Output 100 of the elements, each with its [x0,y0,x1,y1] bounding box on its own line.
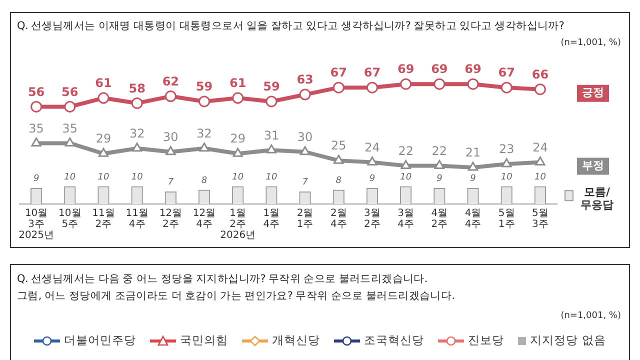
point [502,158,512,168]
point [199,142,210,152]
data-label: 61 [95,76,112,90]
point [300,146,310,156]
data-label: 25 [331,138,346,153]
data-label: 10 [232,172,244,182]
x-tick-label: 10월 5주 [58,208,82,230]
data-label: 9 [470,174,476,184]
data-label: 35 [28,121,44,136]
point [400,78,412,90]
x-tick-label: 2월 4주 [330,208,347,230]
data-label: 8 [201,176,208,186]
point [299,88,311,100]
data-label: 22 [432,144,448,158]
point [164,90,176,102]
data-label: 67 [498,66,515,80]
x-tick-label: 11월 2주 [92,208,115,230]
data-label: 58 [128,81,146,96]
data-label: 10 [266,172,278,182]
data-label: 9 [369,174,376,184]
point [535,156,546,166]
point [468,162,478,171]
data-label: 69 [464,62,482,76]
data-label: 21 [465,146,481,160]
legend-label: 국민의힘 [180,333,228,348]
point [198,96,210,108]
data-label: 67 [330,66,347,80]
data-label: 23 [498,142,514,156]
data-label: 7 [168,178,174,188]
data-label: 10 [98,172,110,182]
point [400,160,411,170]
point [64,137,75,146]
text: (n=1,001, %) [560,311,621,321]
point [30,100,42,112]
point [467,78,479,90]
x-tick-label: 2월 1주 [296,208,314,230]
point [131,97,143,109]
data-label: 30 [297,130,313,144]
x-tick-label: 4월 2주 [431,208,448,230]
legend-label: 개혁신당 [272,333,320,348]
point [500,82,512,94]
data-label: 56 [28,84,45,99]
x-tick-label: 5월 3주 [532,208,548,230]
point [367,156,378,166]
x-tick-label: 1월 2주 2026년 [220,208,256,242]
data-label: 56 [62,84,78,99]
data-label: 61 [230,76,246,90]
text: (n=1,001, %) [560,38,621,48]
chart-title: Q. 선생님께서는 이재명 대통령이 대통령으로서 일을 잘하고 있다고 생각하십니까? 잘못하고 있다고 생각하십니까? [17,19,564,33]
data-label: 66 [532,67,549,82]
data-label: 32 [196,126,212,141]
data-label: 69 [397,62,414,76]
point [434,78,446,90]
legend-label: 모름/ 무응답 [580,185,614,212]
data-label: 10 [500,172,513,182]
data-label: 31 [264,128,280,142]
point [98,148,109,157]
data-label: 32 [129,126,145,141]
data-label: 62 [162,74,180,88]
point [132,142,142,152]
data-label: 59 [196,80,213,94]
legend-label: 조국혁신당 [364,333,424,348]
x-tick-label: 10월 3주 2025년 [18,208,54,242]
point [232,92,244,104]
point [266,96,278,108]
point [366,82,378,94]
data-label: 10 [64,172,76,182]
data-label: 10 [400,172,412,182]
point [31,137,42,146]
data-label: 24 [364,140,380,154]
x-tick-label: 3월 4주 [398,208,414,230]
point [534,84,546,96]
point [266,144,277,154]
data-label: 10 [131,172,144,182]
x-tick-label: 11월 4주 [126,208,148,230]
point [434,160,444,170]
point [64,100,76,112]
text: Q. 선생님께서는 다음 중 어느 정당을 지지하십니까? 무작위 순으로 불러드리겠습니다. 그럼, 어느 정당에게 조금이라도 더 호감이 가는 편인가요? 무작위 순으로 불러드리겠습니다. [17,272,455,304]
legend-label: 더불어민주당 [64,333,136,348]
data-label: 69 [431,62,448,76]
text: 부정 [582,159,604,172]
data-label: 29 [96,132,112,146]
data-label: 9 [436,174,443,184]
data-label: 8 [336,176,342,186]
data-label: 59 [263,80,280,94]
data-label: 9 [33,174,40,184]
data-label: 24 [532,140,548,154]
x-tick-label: 5월 1주 [498,208,515,230]
x-tick-label: 1월 4주 [263,208,280,230]
legend-label: 진보당 [468,333,504,348]
x-tick-label: 4월 4주 [464,208,482,230]
data-label: 7 [302,178,308,188]
x-tick-label: 12월 2주 [159,208,182,230]
point [232,148,243,157]
point [334,154,344,164]
data-label: 30 [163,130,178,144]
legend-label: 지지정당 없음 [530,333,606,348]
data-label: 29 [230,132,246,146]
point [98,92,110,104]
text: 긍정 [582,86,604,100]
